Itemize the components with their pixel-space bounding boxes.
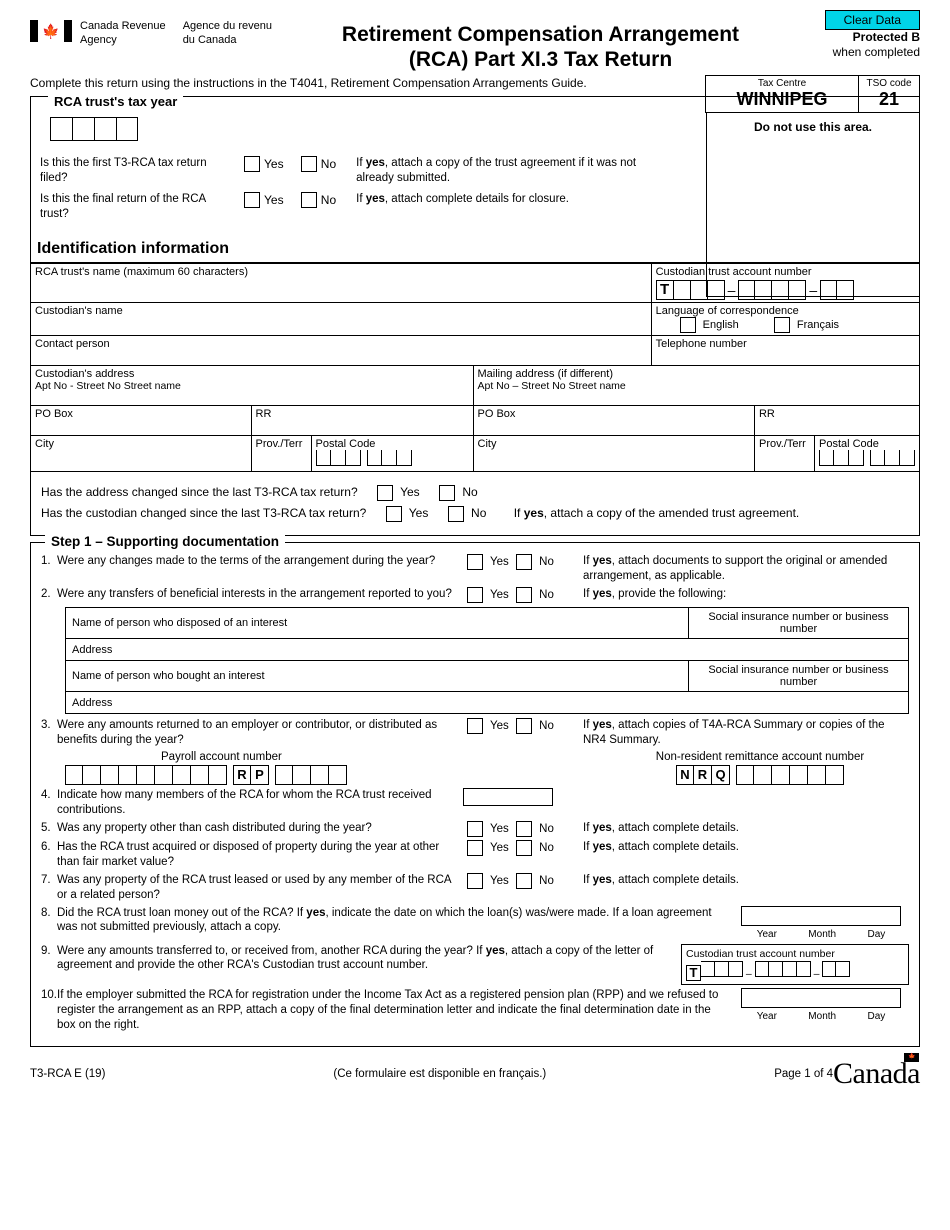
lang-label: Language of correspondence [656, 305, 799, 317]
canada-flag-icon: 🍁 [30, 20, 72, 42]
mail-addr-label: Mailing address (if different) [478, 368, 614, 380]
q7-yes[interactable] [467, 873, 483, 889]
cust-changed-no[interactable] [448, 506, 464, 522]
q1-text: Were any changes made to the terms of th… [57, 554, 463, 569]
q3-hint: If yes, attach copies of T4A-RCA Summary… [583, 718, 909, 748]
q4-text: Indicate how many members of the RCA for… [57, 788, 463, 818]
first-return-question: Is this the first T3-RCA tax return file… [40, 156, 240, 186]
q5-text: Was any property other than cash distrib… [57, 821, 463, 836]
final-return-hint: If yes, attach complete details for clos… [356, 192, 665, 207]
page-number: Page 1 of 4 [774, 1068, 833, 1080]
q2-no[interactable] [516, 587, 532, 603]
q7-no[interactable] [516, 873, 532, 889]
q8-text: Did the RCA trust loan money out of the … [57, 906, 727, 936]
cust-changed-question: Has the custodian changed since the last… [41, 506, 366, 520]
q10-date-input[interactable] [741, 988, 901, 1008]
q2-sub-table: Name of person who disposed of an intere… [65, 607, 909, 714]
agency-name: Canada RevenueAgency Agence du revenudu … [80, 20, 286, 48]
form-code: T3-RCA E (19) [30, 1068, 105, 1080]
cust-changed-yes[interactable] [386, 506, 402, 522]
step1-legend: Step 1 – Supporting documentation [45, 534, 285, 549]
postal-input-2[interactable] [819, 450, 915, 466]
q2-yes[interactable] [467, 587, 483, 603]
payroll-input[interactable]: RP [65, 765, 471, 785]
q1-hint: If yes, attach documents to support the … [583, 554, 909, 584]
first-return-no-checkbox[interactable] [301, 156, 317, 172]
postal-input-1[interactable] [316, 450, 412, 466]
q2-text: Were any transfers of beneficial interes… [57, 587, 463, 602]
q9-text: Were any amounts transferred to, or rece… [57, 944, 675, 974]
payroll-label: Payroll account number [161, 751, 471, 763]
tax-centre-box: Tax Centre WINNIPEG TSO code 21 [705, 75, 920, 113]
telephone-label: Telephone number [656, 338, 747, 350]
postal-label: Postal Code [316, 438, 376, 450]
cust-changed-hint: If yes, attach a copy of the amended tru… [514, 506, 800, 520]
addr-changed-question: Has the address changed since the last T… [41, 485, 358, 499]
addr-changed-no[interactable] [439, 485, 455, 501]
q1-yes[interactable] [467, 554, 483, 570]
q7-text: Was any property of the RCA trust leased… [57, 873, 463, 903]
q5-yes[interactable] [467, 821, 483, 837]
city-label: City [35, 438, 54, 450]
first-return-hint: If yes, attach a copy of the trust agree… [356, 156, 665, 186]
lang-english-checkbox[interactable] [680, 317, 696, 333]
trust-year-legend: RCA trust's tax year [48, 94, 183, 109]
nr-label: Non-resident remittance account number [611, 751, 909, 763]
pobox-label: PO Box [35, 408, 73, 420]
rr-label: RR [256, 408, 272, 420]
first-return-yes-checkbox[interactable] [244, 156, 260, 172]
canada-wordmark-icon: Canada🍁 [833, 1057, 920, 1091]
q3-text: Were any amounts returned to an employer… [57, 718, 463, 748]
q6-no[interactable] [516, 840, 532, 856]
addr-changed-yes[interactable] [377, 485, 393, 501]
final-return-yes-checkbox[interactable] [244, 192, 260, 208]
trust-name-label: RCA trust's name (maximum 60 characters) [35, 266, 248, 278]
final-return-question: Is this the final return of the RCA trus… [40, 192, 240, 222]
contact-label: Contact person [35, 338, 110, 350]
q1-no[interactable] [516, 554, 532, 570]
tax-year-input[interactable] [50, 117, 665, 144]
nr-input[interactable]: NRQ [611, 765, 909, 785]
clear-data-button[interactable]: Clear Data [825, 10, 920, 30]
q8-date-input[interactable] [741, 906, 901, 926]
q6-text: Has the RCA trust acquired or disposed o… [57, 840, 463, 870]
q4-input[interactable] [463, 788, 553, 806]
form-title: Retirement Compensation Arrangement (RCA… [286, 20, 795, 72]
reserved-area: Do not use this area. [706, 112, 920, 297]
lang-francais-checkbox[interactable] [774, 317, 790, 333]
q5-no[interactable] [516, 821, 532, 837]
q2-hint: If yes, provide the following: [583, 587, 909, 602]
french-note: (Ce formulaire est disponible en françai… [105, 1068, 774, 1080]
q9-cust-input[interactable]: T – – [686, 968, 850, 980]
custodian-name-label: Custodian's name [35, 305, 123, 317]
q3-yes[interactable] [467, 718, 483, 734]
protected-marking: Protected B when completed [833, 30, 920, 60]
cust-addr-label: Custodian's address [35, 368, 134, 380]
q10-text: If the employer submitted the RCA for re… [57, 988, 725, 1033]
q6-yes[interactable] [467, 840, 483, 856]
q3-no[interactable] [516, 718, 532, 734]
final-return-no-checkbox[interactable] [301, 192, 317, 208]
